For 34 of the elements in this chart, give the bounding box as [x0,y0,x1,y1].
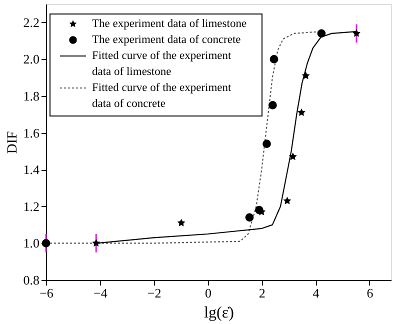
x-tick-label: −6 [40,286,54,300]
point [288,152,297,160]
x-tick-label: 4 [312,286,320,300]
point [352,29,360,37]
y-tick-label: 2.0 [23,52,40,67]
point [283,196,292,204]
y-tick-label: 1.2 [23,198,40,214]
point [245,213,254,222]
x-tick-label: −4 [93,286,108,300]
point [92,239,100,247]
y-tick-label: 1.8 [23,88,40,104]
point [302,72,310,80]
y-axis-title: DIF [5,131,20,154]
x-tick-label: −2 [147,286,162,300]
y-tick-label: 1.0 [23,236,40,251]
legend-label: The experiment data of concrete [92,34,241,46]
x-tick-label: 0 [204,286,212,300]
point [42,239,50,248]
legend-label: The experiment data of limestone [92,18,247,30]
point [177,218,186,226]
x-tick-label: 2 [258,286,266,300]
point [298,108,306,116]
y-tick-label: 0.8 [23,272,40,288]
point [262,140,271,148]
y-tick-label: 1.6 [23,125,40,140]
point [317,29,326,38]
y-tick-label: 1.4 [23,162,40,178]
y-tick-label: 2.2 [23,14,40,30]
point [270,55,278,64]
x-tick-label: 6 [366,286,374,300]
x-axis-title: lg(ε̇) [204,304,234,322]
legend-label: Fitted curve of the experiment data of concrete [92,82,232,110]
point [268,101,277,110]
legend-label: Fitted curve of the experiment data of limestone [92,50,232,78]
